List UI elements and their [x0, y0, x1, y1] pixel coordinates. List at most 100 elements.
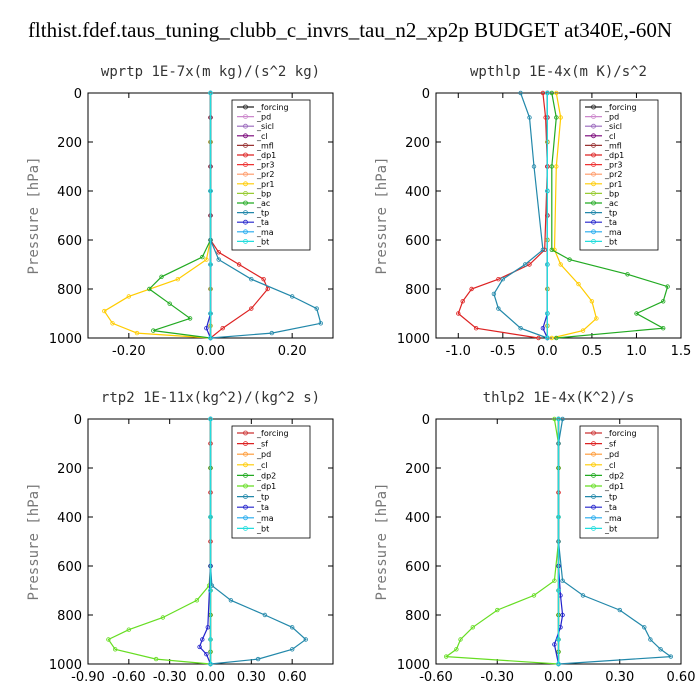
- legend-entry: _ta: [256, 503, 269, 512]
- series-point-pr1: [175, 277, 180, 282]
- series-point-pr1: [580, 328, 586, 333]
- legend-entry: _bp: [604, 189, 619, 198]
- legend-entry: _sf: [256, 440, 268, 449]
- legend-marker: [243, 142, 248, 148]
- legend-marker: [591, 162, 596, 168]
- y-axis-label: Pressure [hPa]: [374, 482, 390, 600]
- legend-marker: [591, 472, 596, 478]
- legend-entry: _cl: [604, 132, 616, 141]
- series-point-tp: [560, 416, 565, 422]
- legend-entry: _pd: [256, 450, 271, 459]
- series-point-bt: [556, 514, 561, 520]
- series-line-pr1: [551, 92, 598, 339]
- series-point-dp1: [531, 593, 537, 598]
- legend-marker: [243, 238, 248, 244]
- series-point-tp: [249, 277, 254, 282]
- series-point-ac: [549, 247, 554, 252]
- legend-entry: _cl: [256, 461, 268, 470]
- x-tick-label: 1.5: [671, 344, 692, 359]
- x-tick-label: 0.00: [196, 344, 225, 359]
- series-point-dp1: [473, 326, 479, 331]
- series-point-tp: [617, 607, 622, 613]
- series-point-pr1: [594, 316, 599, 321]
- legend-marker: [243, 171, 248, 177]
- legend-marker: [591, 114, 596, 119]
- x-tick-label: 0.30: [237, 670, 266, 685]
- series-point-bt: [208, 335, 213, 341]
- series-point-bt: [208, 661, 213, 667]
- legend-box: [231, 425, 311, 539]
- y-tick-label: 400: [405, 511, 430, 526]
- series-point-ac: [549, 90, 554, 96]
- series-point-pr1: [549, 335, 554, 341]
- series-point-dp1: [527, 262, 532, 267]
- y-tick-label: 1000: [49, 658, 82, 673]
- legend-entry: _ac: [256, 199, 270, 208]
- legend-entry: _sf: [604, 440, 616, 449]
- series-point-tp: [518, 90, 523, 96]
- legend-marker: [243, 104, 248, 110]
- legend-entry: _dp1: [604, 151, 624, 160]
- series-point-dp1: [552, 578, 557, 583]
- series-point-bt: [208, 188, 213, 194]
- legend-entry: _ta: [604, 218, 617, 227]
- panel-title: wprtp 1E-7x(m kg)/(s^2 kg): [101, 64, 320, 80]
- legend-entry: _bp: [256, 189, 271, 198]
- series-line-ac: [551, 92, 669, 339]
- x-tick-label: 0.20: [278, 344, 307, 359]
- legend-entry: _forcing: [256, 103, 289, 112]
- legend-entry: _sicl: [604, 122, 622, 131]
- series-point-ac: [147, 286, 152, 292]
- series-point-bt: [208, 262, 213, 267]
- y-tick-label: 1000: [397, 332, 430, 347]
- series-point-ac: [200, 254, 205, 260]
- series-point-pr1: [110, 321, 115, 326]
- series-point-pr1: [554, 90, 559, 96]
- legend-entry: _ac: [604, 199, 618, 208]
- legend-entry: _sicl: [256, 122, 274, 131]
- series-point-ac: [625, 272, 630, 277]
- legend-marker: [243, 483, 248, 489]
- series-point-tp: [290, 647, 295, 652]
- series-point-ta: [205, 625, 210, 630]
- series-point-dp1: [220, 326, 225, 331]
- y-tick-label: 800: [57, 283, 82, 298]
- x-tick-label: 0.60: [278, 670, 307, 685]
- legend-marker: [591, 152, 596, 158]
- series-point-ta: [197, 644, 202, 650]
- series-point-pr1: [134, 330, 140, 336]
- x-tick-label: 0.00: [196, 670, 225, 685]
- panel-4: thlp2 1E-4x(K^2)/s Pressure [hPa] 0 200 400 6…: [374, 390, 695, 685]
- legend-entry: _ta: [256, 218, 269, 227]
- x-tick-label: 1.0: [626, 344, 647, 359]
- legend-entry: _dp2: [256, 471, 276, 480]
- legend-entry: _dp1: [604, 482, 624, 491]
- panel-3: rtp2 1E-11x(kg^2)/(kg^2 s) Pressure [hPa]…: [26, 390, 334, 685]
- legend-marker: [591, 430, 596, 436]
- legend-entry: _tp: [256, 209, 269, 218]
- legend-entry: _ta: [604, 503, 617, 512]
- y-tick-label: 0: [74, 413, 82, 428]
- series-point-bt: [545, 335, 550, 341]
- legend-marker: [243, 494, 248, 500]
- series-point-ta: [204, 652, 209, 657]
- series-point-tp: [496, 306, 501, 311]
- legend-marker: [591, 483, 596, 489]
- legend-entry: _pd: [604, 113, 619, 122]
- series-point-tp: [269, 330, 274, 336]
- series-point-dp1: [265, 286, 270, 292]
- y-tick-label: 400: [57, 185, 82, 200]
- series-point-bt: [556, 588, 561, 593]
- legend-marker: [243, 515, 248, 521]
- legend-entry: _ma: [256, 228, 274, 237]
- legend-marker: [243, 451, 248, 457]
- series-point-bt: [556, 416, 561, 422]
- series-point-ta: [204, 326, 209, 331]
- y-tick-label: 200: [405, 136, 430, 151]
- series-point-tp: [668, 654, 673, 659]
- series-point-tp: [522, 262, 528, 267]
- x-tick-label: 0.5: [582, 344, 603, 359]
- y-tick-label: 600: [57, 234, 82, 249]
- legend-marker: [591, 181, 596, 187]
- legend-entry: _dp1: [256, 151, 276, 160]
